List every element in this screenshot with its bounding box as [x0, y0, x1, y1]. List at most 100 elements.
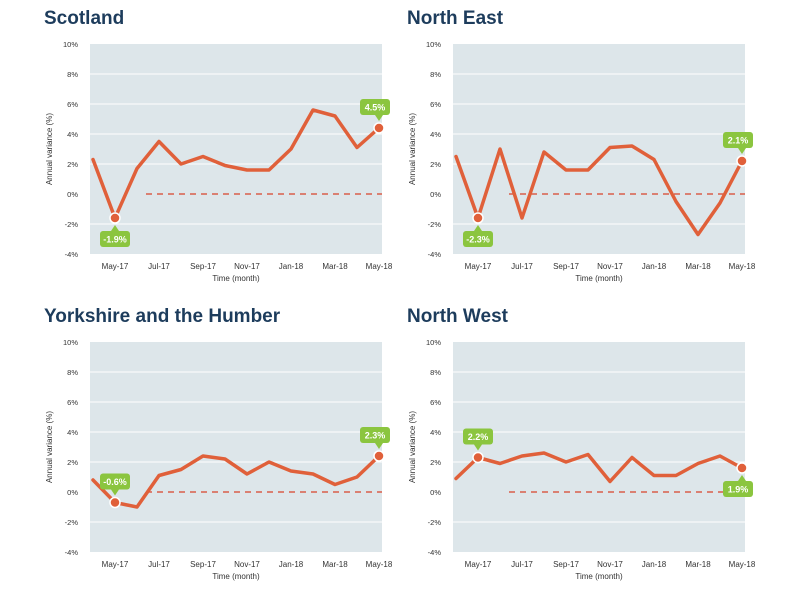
y-axis-label: Annual variance (%)	[45, 411, 54, 483]
callout-bubble	[360, 427, 390, 443]
x-tick-label: Jul-17	[148, 560, 170, 569]
panel-scotland: Scotland 10% 8% 6% 4% 2% 0% -2% -4% May-17 Jul-17…	[0, 0, 394, 296]
x-tick-label: Mar-18	[685, 560, 711, 569]
x-tick-label: Sep-17	[553, 262, 579, 271]
data-point-marker	[472, 451, 484, 464]
data-label: 1.9%	[728, 485, 749, 495]
y-tick-label: 10%	[63, 338, 78, 347]
y-tick-label: 6%	[430, 398, 441, 407]
data-label: -2.3%	[466, 235, 490, 245]
series-line	[454, 144, 744, 237]
chart-yorkshire: 10% 8% 6% 4% 2% 0% -2% -4% May-17 Jul-17 Sep-17 Nov…	[45, 338, 393, 581]
y-tick-label: -2%	[428, 220, 442, 229]
y-tick-label: -4%	[428, 250, 442, 259]
x-tick-label: Mar-18	[322, 262, 348, 271]
data-point-marker	[373, 450, 385, 462]
x-tick-label: Mar-18	[685, 262, 711, 271]
chart-title: Scotland	[44, 8, 125, 29]
panel-north-west: North West 10% 8% 6% 4% 2% 0% -2% -4% May-17 Jul-…	[363, 298, 757, 594]
x-tick-label: May-17	[465, 560, 492, 569]
x-axis-label: Time (month)	[212, 572, 260, 581]
y-tick-label: 8%	[430, 70, 441, 79]
series-line	[454, 451, 744, 484]
plot-area	[90, 44, 382, 254]
callout-bubble	[360, 99, 390, 115]
callout-bubble	[463, 231, 493, 247]
y-tick-label: 8%	[67, 368, 78, 377]
chart-north-east: 10% 8% 6% 4% 2% 0% -2% -4% May-17 Jul-17 Sep-17 Nov…	[408, 40, 756, 283]
y-tick-label: 6%	[67, 398, 78, 407]
callout-pointer	[738, 475, 746, 481]
y-tick-label: 8%	[67, 70, 78, 79]
y-tick-label: 4%	[67, 428, 78, 437]
x-axis-label: Time (month)	[575, 274, 623, 283]
plot-area	[453, 44, 745, 254]
chart-north-west: 10% 8% 6% 4% 2% 0% -2% -4% May-17 Jul-17 Sep-17 Nov…	[408, 338, 756, 581]
y-axis-label: Annual variance (%)	[45, 113, 54, 185]
y-tick-label: 10%	[426, 338, 441, 347]
data-point-marker	[736, 155, 748, 167]
y-axis-label: Annual variance (%)	[408, 113, 417, 185]
y-tick-label: 2%	[430, 160, 441, 169]
x-tick-label: Mar-18	[322, 560, 348, 569]
callout-pointer	[474, 225, 482, 231]
y-tick-label: 2%	[430, 458, 441, 467]
data-point-marker	[373, 122, 385, 134]
y-tick-label: 0%	[430, 190, 441, 199]
x-tick-label: May-18	[729, 262, 756, 271]
data-label: -1.9%	[103, 235, 127, 245]
callout-pointer	[111, 225, 119, 231]
x-tick-label: Jul-17	[511, 262, 533, 271]
series-line	[91, 454, 381, 509]
x-tick-label: Jan-18	[279, 262, 304, 271]
x-tick-label: Nov-17	[234, 560, 260, 569]
plot-area	[90, 342, 382, 552]
x-tick-label: May-18	[729, 560, 756, 569]
y-tick-label: 10%	[426, 40, 441, 49]
y-axis-label: Annual variance (%)	[408, 411, 417, 483]
callout-pointer	[375, 443, 383, 449]
chart-title: North West	[407, 306, 508, 327]
x-tick-label: May-17	[102, 560, 129, 569]
y-tick-label: -4%	[65, 250, 79, 259]
x-tick-label: Jan-18	[279, 560, 304, 569]
x-tick-label: Sep-17	[190, 560, 216, 569]
panel-yorkshire-and-the-humber: Yorkshire and the Humber 10% 8% 6% 4% 2% 0% -2…	[0, 298, 394, 594]
data-label: 2.1%	[728, 136, 749, 146]
data-point-marker	[736, 462, 748, 474]
y-tick-label: 8%	[430, 368, 441, 377]
y-tick-label: 0%	[67, 190, 78, 199]
y-tick-label: 6%	[430, 100, 441, 109]
data-point-marker	[472, 212, 484, 224]
data-label: 2.2%	[468, 432, 489, 442]
y-tick-label: 0%	[430, 488, 441, 497]
chart-scotland: 10% 8% 6% 4% 2% 0% -2% -4% May-17 Jul-17 Sep-17 Nov…	[45, 40, 393, 283]
y-tick-label: -4%	[65, 548, 79, 557]
x-axis-label: Time (month)	[575, 572, 623, 581]
x-tick-label: May-17	[465, 262, 492, 271]
x-tick-label: May-17	[102, 262, 129, 271]
y-tick-label: -2%	[65, 518, 79, 527]
x-tick-label: Jan-18	[642, 262, 667, 271]
y-tick-label: 4%	[67, 130, 78, 139]
plot-area	[453, 342, 745, 552]
y-tick-label: 2%	[67, 458, 78, 467]
chart-title: North East	[407, 8, 504, 29]
data-point-marker	[109, 496, 121, 509]
callout-pointer	[738, 148, 746, 154]
y-tick-label: -2%	[428, 518, 442, 527]
x-tick-label: Jul-17	[148, 262, 170, 271]
x-tick-label: May-18	[366, 560, 393, 569]
y-tick-label: -2%	[65, 220, 79, 229]
data-label: -0.6%	[103, 477, 127, 487]
callout-bubble	[463, 428, 493, 445]
data-label: 2.3%	[365, 431, 386, 441]
callout-pointer	[111, 489, 119, 496]
callout-pointer	[474, 444, 482, 451]
data-point-marker	[109, 212, 121, 224]
x-tick-label: May-18	[366, 262, 393, 271]
callout-bubble	[100, 231, 130, 247]
x-tick-label: Sep-17	[553, 560, 579, 569]
y-tick-label: 6%	[67, 100, 78, 109]
x-tick-label: Nov-17	[597, 560, 623, 569]
